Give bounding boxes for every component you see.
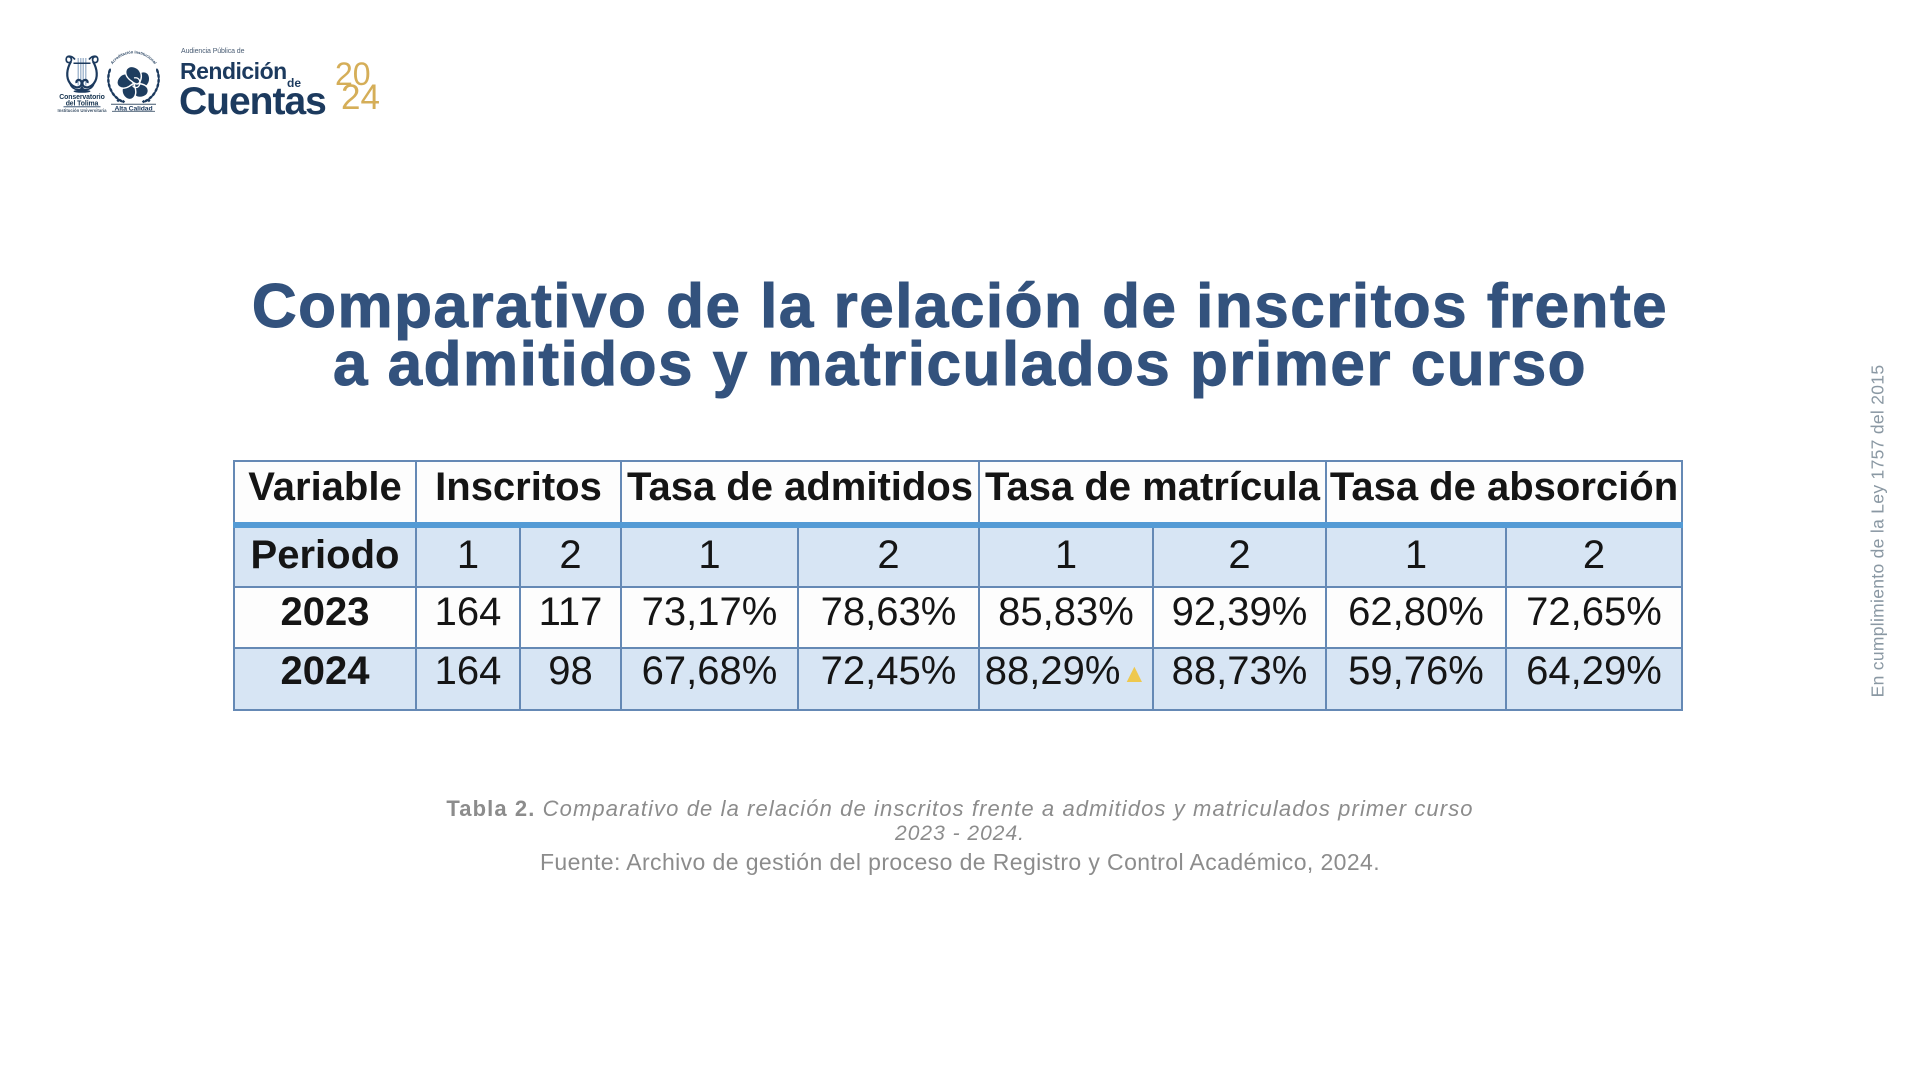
svg-text:Alta Calidad: Alta Calidad [114,105,152,112]
svg-text:Conservatorio: Conservatorio [59,94,104,101]
svg-text:del Tolima: del Tolima [66,100,99,107]
svg-text:Acreditación Institucional: Acreditación Institucional [109,49,157,65]
svg-text:Institución Universitaria: Institución Universitaria [58,108,108,113]
